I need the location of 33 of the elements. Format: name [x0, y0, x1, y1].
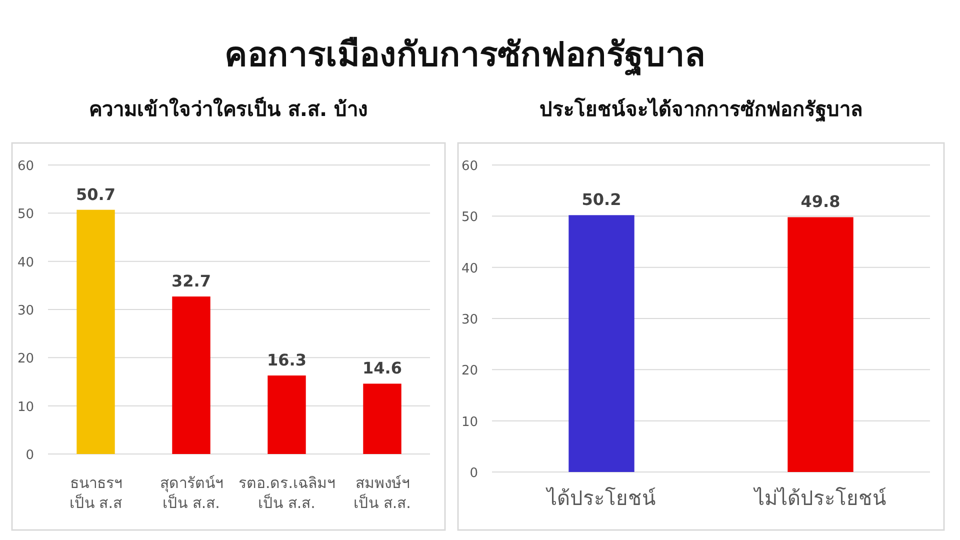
x-tick-label: รตอ.ดร.เฉลิมฯ เป็น ส.ส.	[238, 474, 336, 512]
text: คอการเมืองกับการซักฟอกรัฐบาล	[224, 35, 706, 77]
y-tick-label: 60	[17, 159, 34, 174]
y-tick-label: 30	[17, 304, 34, 318]
x-tick-label: สมพงษ์ฯ เป็น ส.ส.	[354, 474, 411, 512]
data-label: 49.8	[800, 192, 840, 212]
y-tick-label: 30	[461, 312, 478, 328]
data-label: 50.2	[582, 190, 622, 210]
x-tick-label: ธนาธรฯ เป็น ส.ส	[69, 474, 122, 512]
x-tick-label: ไม่ได้ประโยชน์	[752, 486, 886, 510]
chart-title: ความเข้าใจว่าใครเป็น ส.ส. บ้าง	[88, 96, 368, 121]
y-tick-label: 20	[461, 364, 478, 379]
y-tick-label: 10	[17, 400, 34, 415]
x-tick-label: สุดารัตน์ฯ เป็น ส.ส.	[160, 474, 223, 512]
data-label: 50.7	[76, 184, 116, 204]
y-tick-label: 20	[17, 352, 34, 367]
chart-title: ประโยชน์จะได้จากการซักฟอกรัฐบาล	[540, 97, 862, 123]
bar	[268, 375, 306, 454]
bar	[172, 296, 210, 454]
data-label: 14.6	[362, 358, 402, 378]
data-label: 16.3	[267, 350, 306, 370]
bar	[363, 384, 402, 454]
y-tick-label: 10	[461, 414, 478, 430]
y-tick-label: 50	[461, 210, 478, 226]
bar	[76, 210, 115, 454]
x-tick-label: ได้ประโยชน์	[545, 486, 656, 510]
y-tick-label: 40	[461, 261, 478, 276]
data-label: 32.7	[172, 271, 211, 290]
y-tick-label: 50	[17, 207, 34, 222]
y-tick-label: 60	[461, 159, 478, 174]
y-tick-label: 40	[17, 255, 34, 270]
y-tick-label: 0	[470, 466, 478, 481]
y-tick-label: 0	[26, 448, 34, 463]
